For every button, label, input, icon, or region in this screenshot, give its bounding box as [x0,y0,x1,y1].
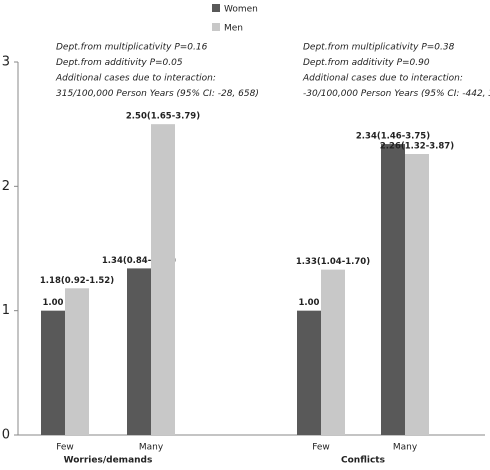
legend-label: Men [224,24,243,34]
value-label: 1.18(0.92-1.52) [40,276,114,286]
bar [321,269,345,435]
annotation: Additional cases due to interaction: [302,74,463,84]
annotation: 315/100,000 Person Years (95% CI: -28, 6… [56,89,259,99]
legend-swatch [212,4,220,12]
value-label: 2.50(1.65-3.79) [126,112,200,122]
legend-swatch [212,23,220,31]
x-tick-label: Many [139,443,164,453]
annotation: Additional cases due to interaction: [55,74,216,84]
y-tick-label: 1 [2,303,10,318]
value-label: 2.34(1.46-3.75) [356,132,430,142]
value-label: 1.00 [299,298,320,308]
bar [297,310,321,435]
y-tick-label: 0 [2,428,10,443]
group-label: Conflicts [341,456,385,466]
value-label: 1.33(1.04-1.70) [296,257,370,267]
value-label: 2.26(1.32-3.87) [380,142,454,152]
y-tick-label: 2 [2,179,10,194]
x-tick-label: Few [56,443,74,453]
annotation: Dept.from additivity P=0.90 [303,58,430,68]
value-label: 1.00 [43,298,64,308]
x-tick-label: Few [312,443,330,453]
y-tick-label: 3 [2,55,10,70]
value-label: 1.34(0.84-2.13) [102,256,176,266]
bar [41,310,65,435]
group-label: Worries/demands [64,456,153,466]
bar [151,124,175,436]
bar [381,144,405,435]
bar [65,288,89,435]
annotation: Dept.from multiplicativity P=0.16 [56,43,208,53]
legend-label: Women [224,5,258,15]
annotation: Dept.from multiplicativity P=0.38 [303,43,455,53]
annotation: Dept.from additivity P=0.05 [56,58,183,68]
bar [405,154,429,436]
bar [127,268,151,435]
x-tick-label: Many [393,443,418,453]
annotation: -30/100,000 Person Years (95% CI: -442, … [303,89,490,99]
